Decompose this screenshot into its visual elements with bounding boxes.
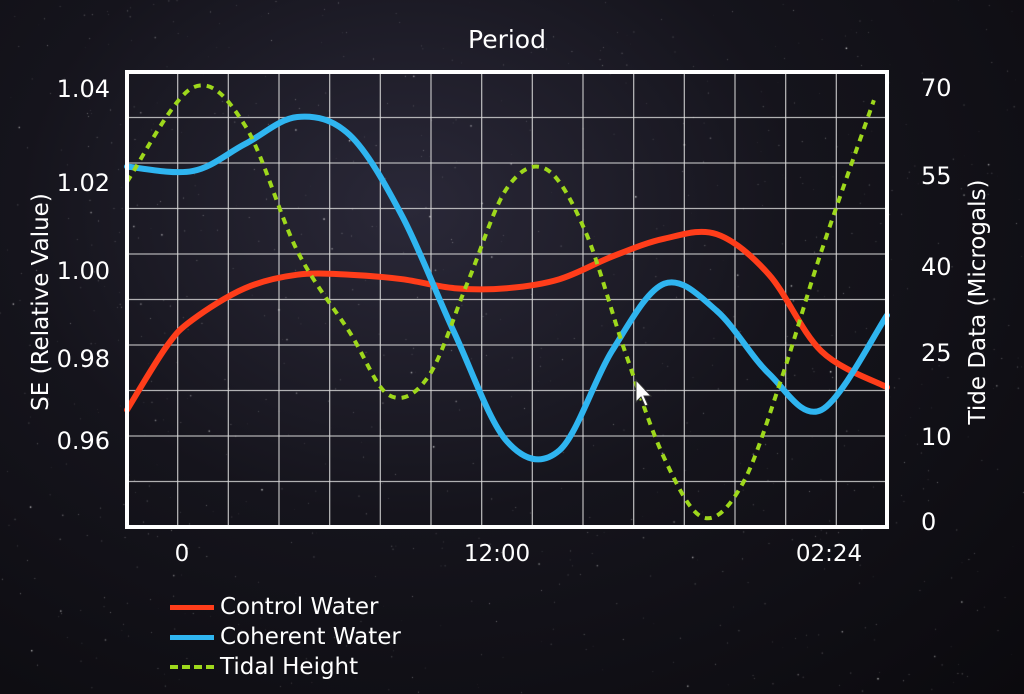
legend-item: Control Water (170, 592, 401, 622)
y-tick-label: 1.02 (57, 169, 110, 197)
y2-tick-label: 55 (921, 162, 952, 190)
y2-tick-label: 10 (921, 423, 952, 451)
series-line-tidal-height (125, 83, 876, 521)
series-line-coherent-water (124, 113, 890, 463)
x-tick-label: 02:24 (796, 541, 862, 567)
plot-frame (125, 70, 889, 529)
legend: Control Water Coherent Water Tidal Height (170, 592, 401, 682)
y-tick-label: 1.04 (57, 75, 110, 103)
x-tick-label: 12:00 (464, 541, 530, 567)
left-axis-ticks: 1.04 1.02 1.00 0.98 0.96 (57, 75, 110, 455)
grid-layer (127, 72, 887, 527)
y2-tick-label: 40 (921, 253, 952, 281)
y-axis-label: SE (Relative Value) (28, 193, 54, 411)
x-axis-ticks: 0 12:00 02:24 (175, 541, 862, 567)
legend-label: Tidal Height (220, 654, 359, 680)
legend-item: Coherent Water (170, 622, 401, 652)
series-line-control-water (124, 228, 890, 413)
y2-axis-label: Tide Data (Microgals) (965, 180, 991, 426)
legend-label: Coherent Water (220, 624, 401, 650)
legend-label: Control Water (220, 594, 379, 620)
y-tick-label: 1.00 (57, 257, 110, 285)
series-layer (124, 83, 890, 521)
y-tick-label: 0.96 (57, 427, 110, 455)
legend-item: Tidal Height (170, 652, 401, 682)
x-tick-label: 0 (175, 541, 190, 567)
y-tick-label: 0.98 (57, 345, 110, 373)
right-axis-ticks: 70 55 40 25 10 0 (921, 74, 952, 536)
legend-swatch (170, 604, 214, 610)
legend-swatch (170, 665, 214, 669)
y2-tick-label: 0 (921, 508, 936, 536)
mouse-cursor-icon (635, 378, 653, 407)
chart-title: Period (468, 25, 546, 54)
legend-swatch (170, 634, 214, 640)
y2-tick-label: 25 (921, 339, 952, 367)
y2-tick-label: 70 (921, 74, 952, 102)
